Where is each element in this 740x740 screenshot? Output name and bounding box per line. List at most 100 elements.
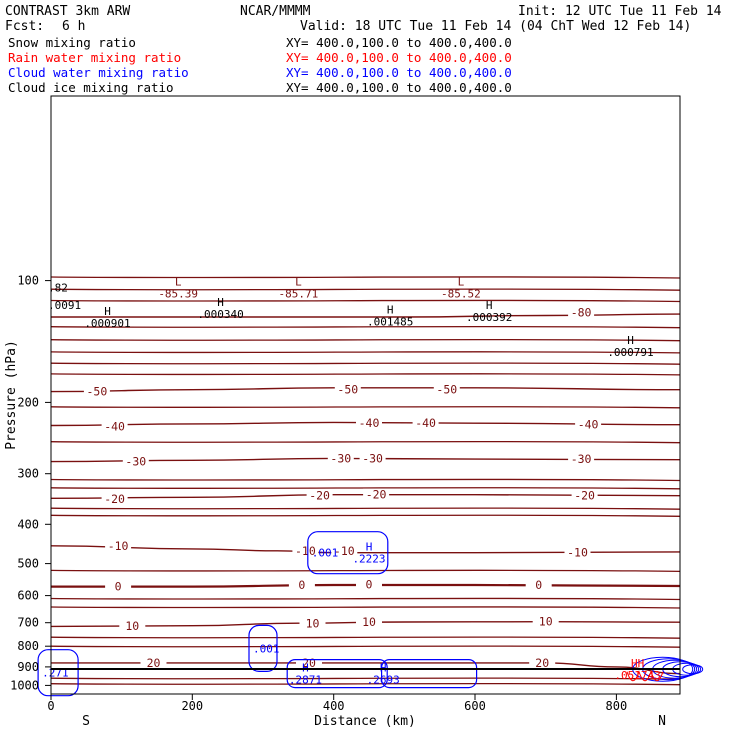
isotherm-label-bg: [140, 657, 167, 670]
x-tick-label: 600: [464, 699, 486, 713]
isotherm-label: -10: [567, 545, 588, 559]
isotherm-label-bg: [122, 455, 149, 468]
isotherm-label: -50: [337, 383, 358, 397]
isotherm-label: -80: [571, 306, 592, 320]
isotherm-line: [50, 507, 681, 510]
extremum-value: -85.71: [279, 288, 319, 301]
x-tick-label: 400: [323, 699, 345, 713]
isotherm-line: [50, 636, 681, 639]
isotherm-label: 0: [298, 578, 305, 592]
extremum-marker: L: [458, 276, 465, 289]
isotherm-label-bg: [356, 417, 382, 430]
isotherm-label: 10: [125, 619, 139, 633]
isotherm-line: [50, 597, 681, 601]
isotherm-label-bg: [292, 545, 319, 558]
extremum-value: .2693: [367, 674, 400, 687]
cloud-water-contour: [286, 658, 388, 689]
isotherm-label: -20: [366, 488, 387, 502]
isotherm-label-bg: [532, 615, 559, 628]
isotherm-label: 10: [306, 617, 320, 631]
x-right-endpoint: N: [658, 714, 666, 729]
isotherm-label: 0: [535, 578, 542, 592]
cloud-water-label: .001: [312, 547, 339, 560]
extremum-value: .000340: [197, 308, 243, 321]
extremum-value: .001485: [367, 316, 413, 329]
isotherm-line: [50, 569, 681, 573]
isotherm-line: [50, 288, 681, 291]
isotherm-label-bg: [356, 616, 382, 628]
y-tick-label: 400: [17, 517, 39, 531]
isotherm-line: [50, 325, 681, 329]
extremum-value: -85.39: [158, 288, 198, 301]
extremum-marker: H: [366, 541, 373, 554]
field-cloud-ice-xy: XY= 400.0,100.0 to 400.0,400.0: [286, 80, 512, 95]
isotherm-10: [50, 620, 681, 628]
isotherm-line: [50, 486, 681, 490]
isotherm-label-bg: [327, 452, 354, 465]
isotherm-label: 10: [362, 615, 376, 629]
y-tick-label: 100: [17, 274, 39, 288]
isotherm-label: -10: [108, 539, 129, 553]
isotherm-label: -10: [334, 544, 355, 558]
x-left-endpoint: S: [82, 714, 90, 729]
cloud-water-contour: [381, 658, 478, 689]
isotherm-label-bg: [568, 306, 595, 319]
isotherm-label-bg: [331, 545, 358, 558]
fcst-label: Fcst:: [5, 19, 44, 34]
isotherm-line: [50, 514, 681, 517]
plot-frame: [50, 95, 681, 695]
extremum-marker: L: [295, 276, 302, 289]
isotherm-label: 0: [366, 578, 373, 592]
isotherm-20: [51, 662, 681, 675]
isotherm-0: [51, 583, 681, 588]
x-axis-label: Distance (km): [314, 714, 416, 729]
x-tick-label: 0: [47, 699, 54, 713]
isotherm-label-bg: [433, 383, 460, 396]
field-rain-xy: XY= 400.0,100.0 to 400.0,400.0: [286, 50, 512, 65]
y-tick-label: 900: [17, 660, 39, 674]
isotherm-label-bg: [119, 619, 146, 632]
cloud-water-contour: [37, 649, 79, 697]
isotherm-label-bg: [571, 489, 598, 502]
isotherm-line: [50, 338, 681, 342]
isotherm-label-bg: [334, 383, 361, 396]
isotherm-label: -30: [362, 451, 383, 465]
isotherm-label: -40: [359, 416, 380, 430]
isotherm-line: [50, 677, 681, 680]
y-tick-label: 200: [17, 395, 39, 409]
isotherm-label-bg: [105, 539, 132, 552]
isotherm-line: [50, 362, 681, 365]
isotherm-label: 20: [535, 656, 549, 670]
isotherm-line: [50, 373, 681, 376]
isotherm-label: 20: [147, 656, 161, 670]
isotherm-line: [50, 606, 681, 609]
isotherm-line: [50, 351, 681, 354]
isotherm-label: -50: [436, 383, 457, 397]
cloud-water-contour: [307, 531, 389, 575]
isotherm-label-bg: [306, 489, 333, 502]
x-tick-label: 200: [181, 699, 203, 713]
x-tick-label: 800: [606, 699, 628, 713]
extremum-marker: L: [175, 276, 182, 289]
field-snow: Snow mixing ratio: [8, 35, 136, 50]
extremum-value: .000791: [607, 346, 653, 359]
isotherm-line: [50, 478, 681, 482]
fcst-value: 6 h: [62, 19, 85, 34]
extremum-marker: H: [627, 334, 634, 347]
isotherm-label: -30: [330, 451, 351, 465]
center-label: NCAR/MMMM: [240, 4, 311, 19]
isotherm-label: 10: [539, 615, 553, 629]
isotherm-label-bg: [564, 546, 591, 559]
isotherm-label: 0: [115, 580, 122, 594]
extremum-marker: H: [217, 296, 224, 309]
extremum-marker: HH: [631, 657, 644, 670]
field-snow-xy: XY= 400.0,100.0 to 400.0,400.0: [286, 35, 512, 50]
extremum-value: .051743: [614, 669, 660, 682]
isotherm-label-bg: [412, 417, 439, 430]
extremum-value: .2871: [289, 674, 322, 687]
isotherm-line: [50, 299, 681, 303]
extremum-marker: H: [486, 299, 493, 312]
field-cloud-water: Cloud water mixing ratio: [8, 65, 189, 80]
isotherm-label-bg: [525, 579, 552, 591]
